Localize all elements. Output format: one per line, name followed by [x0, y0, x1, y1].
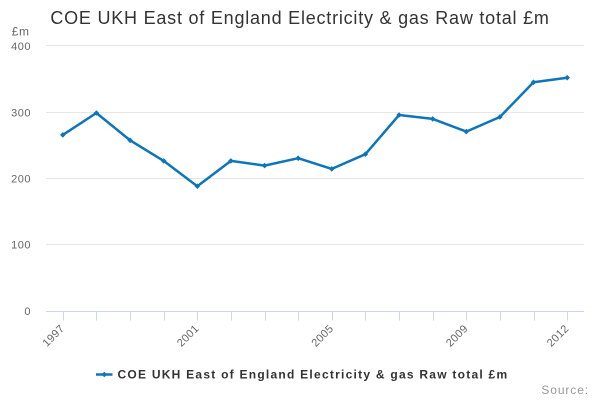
- svg-text:200: 200: [11, 174, 31, 186]
- svg-text:£m: £m: [12, 25, 30, 39]
- svg-text:COE UKH East of England Electr: COE UKH East of England Electricity & ga…: [118, 368, 509, 382]
- svg-text:COE UKH East of England Electr: COE UKH East of England Electricity & ga…: [50, 8, 549, 28]
- svg-text:100: 100: [11, 240, 31, 252]
- svg-text:0: 0: [24, 306, 31, 318]
- svg-text:300: 300: [11, 108, 31, 120]
- svg-text:Source:: Source:: [541, 383, 589, 397]
- svg-text:400: 400: [11, 41, 31, 53]
